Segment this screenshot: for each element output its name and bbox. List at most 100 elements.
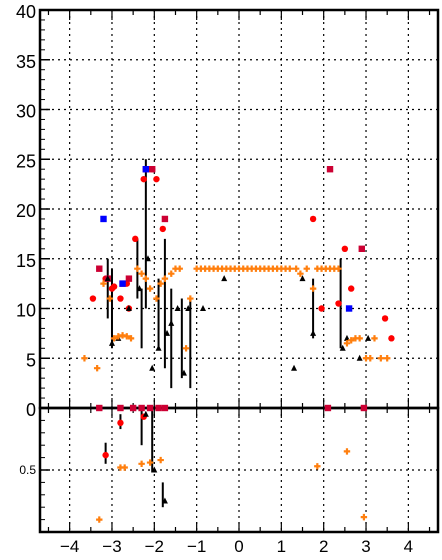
data-point-triangle xyxy=(168,319,175,326)
data-point-triangle xyxy=(136,285,143,292)
data-point-circle xyxy=(110,283,118,290)
data-point-cross xyxy=(157,456,164,464)
data-point-circle xyxy=(348,285,355,292)
data-point-cross xyxy=(81,355,88,362)
data-point-cross xyxy=(153,295,160,302)
data-point-cross xyxy=(343,340,351,347)
data-point-triangle xyxy=(108,339,115,346)
data-point-square xyxy=(138,404,145,412)
data-point-square xyxy=(96,404,103,412)
data-point-triangle xyxy=(365,334,372,341)
data-point-square xyxy=(345,305,353,312)
x-tick-label: −2 xyxy=(145,537,164,555)
y-tick-label: 25 xyxy=(16,151,36,171)
data-point-circle xyxy=(335,300,342,307)
y-tick-label: 5 xyxy=(26,350,36,370)
y-tick-label: 0.5 xyxy=(19,463,36,477)
data-point-cross xyxy=(123,333,130,340)
y-tick-label: 0 xyxy=(26,400,36,420)
data-point-cross xyxy=(292,265,300,272)
data-point-cross xyxy=(377,355,385,362)
data-point-triangle xyxy=(185,305,192,311)
data-point-cross xyxy=(110,335,118,342)
x-tick-label: −3 xyxy=(102,537,121,555)
data-point-cross xyxy=(383,355,391,362)
data-point-cross xyxy=(138,460,145,467)
data-point-cross xyxy=(96,516,103,523)
data-point-triangle xyxy=(356,354,363,361)
x-tick-label: 3 xyxy=(361,537,370,555)
data-point-cross xyxy=(121,464,128,471)
x-tick-label: 4 xyxy=(404,537,413,555)
data-point-cross xyxy=(367,355,374,362)
data-point-square xyxy=(146,404,154,412)
data-point-circle xyxy=(159,225,166,233)
data-point-cross xyxy=(348,337,355,344)
y-tick-label: 40 xyxy=(16,2,36,22)
data-point-triangle xyxy=(151,466,158,473)
data-point-cross xyxy=(138,270,145,277)
data-point-cross xyxy=(134,265,141,272)
x-tick-label: −4 xyxy=(60,537,79,555)
data-point-triangle xyxy=(155,344,162,351)
data-point-square xyxy=(125,275,133,282)
data-point-triangle xyxy=(125,305,132,311)
data-point-triangle xyxy=(142,410,149,417)
data-point-square xyxy=(161,404,169,412)
data-point-triangle xyxy=(221,275,228,282)
x-tick-label: 2 xyxy=(319,537,328,555)
data-point-cross xyxy=(309,285,317,292)
data-point-cross xyxy=(146,459,154,466)
data-point-circle xyxy=(132,235,139,243)
data-point-cross xyxy=(142,275,150,282)
data-point-cross xyxy=(93,365,101,372)
y-tick-label: 15 xyxy=(16,251,36,271)
data-point-cross xyxy=(127,335,135,342)
data-point-square xyxy=(129,404,137,412)
y-tick-label: 20 xyxy=(16,201,36,221)
data-point-circle xyxy=(117,295,124,302)
y-tick-label: 30 xyxy=(16,102,36,122)
data-point-circle xyxy=(318,305,325,312)
data-point-circle xyxy=(341,245,349,252)
data-point-cross xyxy=(360,513,368,521)
data-point-triangle xyxy=(180,369,187,376)
data-point-circle xyxy=(140,175,147,183)
data-point-cross xyxy=(176,265,183,272)
data-point-cross xyxy=(100,280,107,287)
data-point-cross xyxy=(106,295,114,302)
data-point-cross xyxy=(157,280,164,287)
data-point-square xyxy=(96,265,103,272)
data-point-triangle xyxy=(291,364,298,371)
data-point-square xyxy=(324,404,332,412)
data-point-circle xyxy=(388,335,395,342)
data-point-square xyxy=(155,404,162,412)
data-point-triangle xyxy=(200,305,207,311)
data-point-triangle xyxy=(149,364,156,371)
data-point-square xyxy=(326,166,334,173)
data-point-circle xyxy=(89,295,97,302)
x-tick-label: −1 xyxy=(187,537,206,555)
data-point-cross xyxy=(286,265,294,272)
plot-frame xyxy=(38,406,440,534)
data-point-square xyxy=(358,245,365,252)
data-point-cross xyxy=(187,295,194,302)
data-point-cross xyxy=(182,345,190,352)
data-point-cross xyxy=(356,335,363,342)
data-point-cross xyxy=(161,275,169,282)
data-point-cross xyxy=(371,335,378,342)
data-point-cross xyxy=(168,270,175,277)
y-tick-label: 10 xyxy=(16,301,36,321)
data-point-triangle xyxy=(310,329,317,336)
data-point-triangle xyxy=(299,275,306,282)
data-point-cross xyxy=(146,285,154,292)
data-point-triangle xyxy=(144,255,151,262)
data-point-circle xyxy=(117,419,124,427)
data-point-square xyxy=(142,166,150,173)
data-point-cross xyxy=(297,270,304,277)
data-point-circle xyxy=(309,215,317,223)
x-tick-label: 1 xyxy=(277,537,286,555)
data-point-circle xyxy=(153,175,160,183)
